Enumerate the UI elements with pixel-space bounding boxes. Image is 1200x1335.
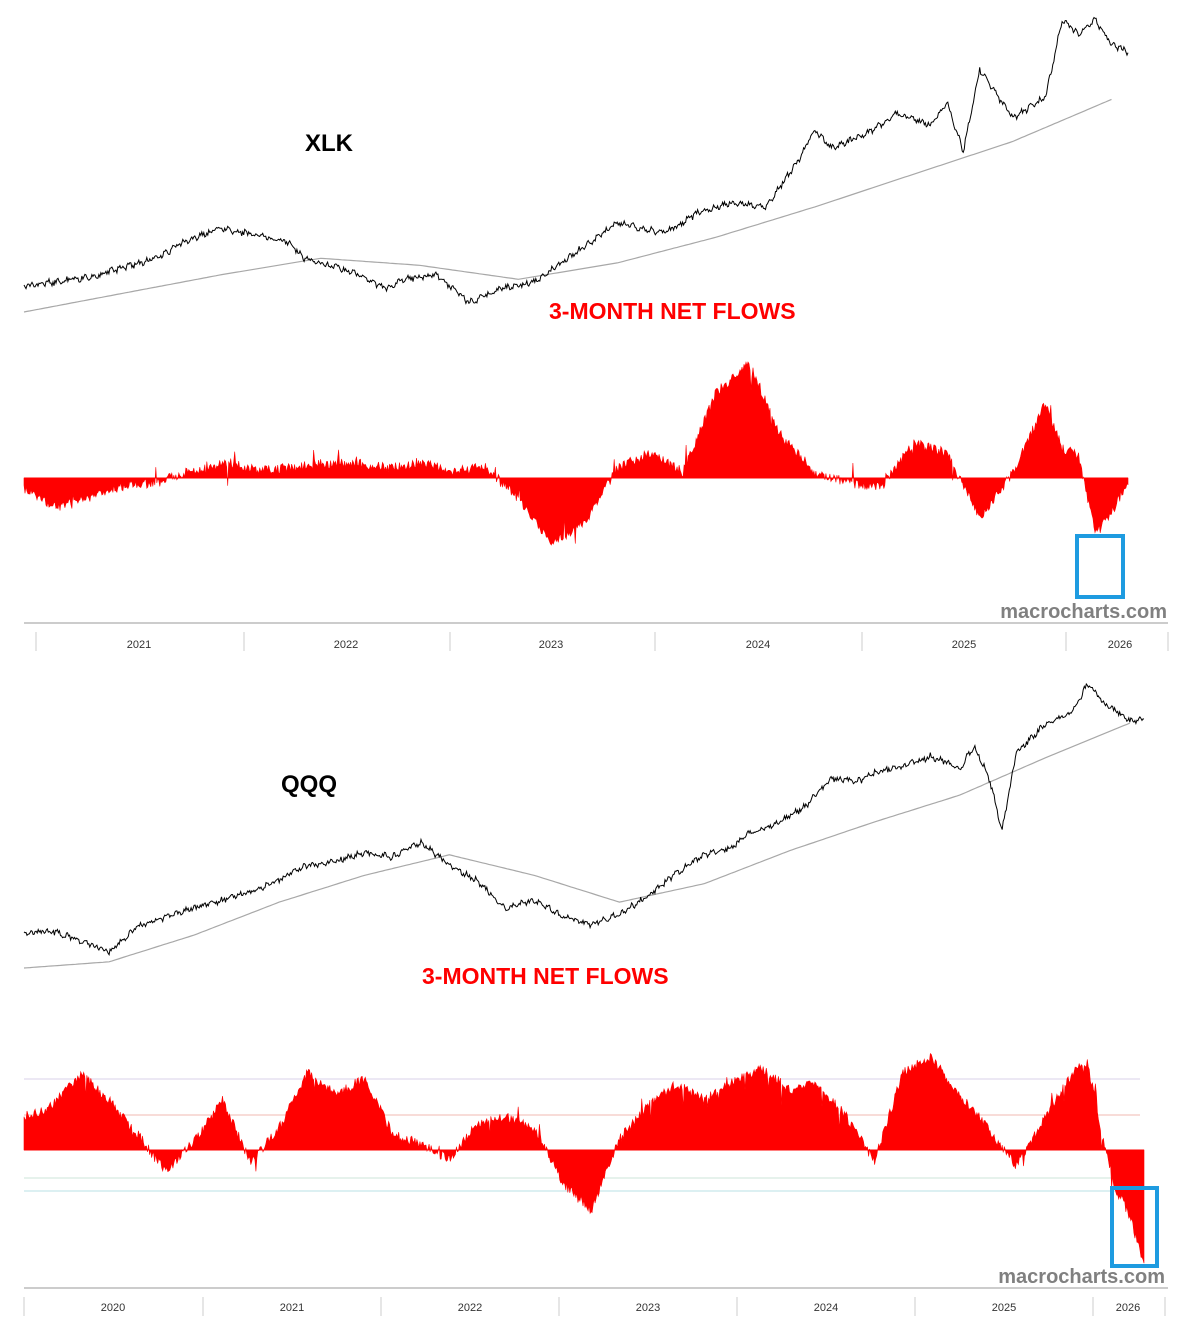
qqq-axis-label: 2021 — [280, 1302, 304, 1314]
qqq-watermark: macrocharts.com — [998, 1266, 1165, 1288]
xlk-watermark: macrocharts.com — [1000, 601, 1167, 623]
xlk-time-axis: 2021 2022 2023 2024 2025 2026 — [24, 622, 1169, 651]
xlk-moving-average-line — [23, 98, 1112, 313]
qqq-moving-average-line — [23, 722, 1131, 969]
xlk-axis-label: 2024 — [746, 639, 770, 651]
qqq-axis-label: 2020 — [101, 1302, 125, 1314]
qqq-flows-area — [23, 1053, 1145, 1264]
flows-area — [23, 361, 1129, 546]
qqq-axis-label: 2025 — [992, 1302, 1016, 1314]
qqq-ticker-label: QQQ — [281, 771, 337, 798]
xlk-axis-label: 2021 — [127, 639, 151, 651]
xlk-axis-label: 2026 — [1108, 639, 1132, 651]
qqq-axis-label: 2026 — [1116, 1302, 1140, 1314]
qqq-price-line — [23, 682, 1145, 957]
xlk-axis-label: 2025 — [952, 639, 976, 651]
xlk-ticker-label: XLK — [305, 130, 354, 157]
moving-average-line — [23, 722, 1131, 969]
xlk-highlight-box — [1075, 534, 1125, 599]
qqq-axis-label: 2022 — [458, 1302, 482, 1314]
xlk-axis-label: 2023 — [539, 639, 563, 651]
qqq-time-axis: 2020 2021 2022 2023 2024 2025 2026 — [23, 1287, 1168, 1316]
xlk-flows-area — [23, 361, 1129, 546]
xlk-chart: XLK 3-MONTH NET FLOWS macrocharts.com 20… — [23, 16, 1169, 651]
xlk-flows-label: 3-MONTH NET FLOWS — [549, 298, 796, 324]
price-line — [23, 16, 1129, 305]
qqq-axis-label: 2024 — [814, 1302, 838, 1314]
xlk-price-line — [23, 16, 1129, 305]
flows-area — [23, 1053, 1145, 1264]
qqq-chart: QQQ 3-MONTH NET FLOWS macrocharts.com 20… — [23, 682, 1168, 1316]
qqq-highlight-box — [1110, 1186, 1159, 1268]
qqq-flows-label: 3-MONTH NET FLOWS — [422, 963, 669, 989]
price-line — [23, 682, 1145, 957]
xlk-axis-label: 2022 — [334, 639, 358, 651]
moving-average-line — [23, 98, 1112, 313]
qqq-axis-label: 2023 — [636, 1302, 660, 1314]
